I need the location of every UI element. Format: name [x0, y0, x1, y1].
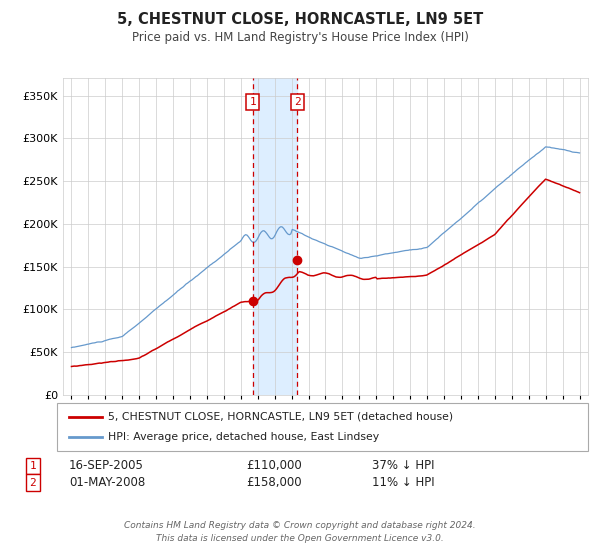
- Text: 01-MAY-2008: 01-MAY-2008: [69, 476, 145, 489]
- Text: Price paid vs. HM Land Registry's House Price Index (HPI): Price paid vs. HM Land Registry's House …: [131, 31, 469, 44]
- Text: 16-SEP-2005: 16-SEP-2005: [69, 459, 144, 473]
- Text: This data is licensed under the Open Government Licence v3.0.: This data is licensed under the Open Gov…: [156, 534, 444, 543]
- Text: 11% ↓ HPI: 11% ↓ HPI: [372, 476, 434, 489]
- Text: 1: 1: [250, 97, 256, 108]
- Text: 2: 2: [294, 97, 301, 108]
- Text: 5, CHESTNUT CLOSE, HORNCASTLE, LN9 5ET: 5, CHESTNUT CLOSE, HORNCASTLE, LN9 5ET: [117, 12, 483, 27]
- Text: 1: 1: [29, 461, 37, 471]
- Text: £110,000: £110,000: [246, 459, 302, 473]
- Text: 37% ↓ HPI: 37% ↓ HPI: [372, 459, 434, 473]
- Bar: [253, 78, 297, 395]
- Text: £158,000: £158,000: [246, 476, 302, 489]
- Text: 2: 2: [29, 478, 37, 488]
- Text: Contains HM Land Registry data © Crown copyright and database right 2024.: Contains HM Land Registry data © Crown c…: [124, 521, 476, 530]
- Text: HPI: Average price, detached house, East Lindsey: HPI: Average price, detached house, East…: [108, 432, 379, 442]
- Text: 5, CHESTNUT CLOSE, HORNCASTLE, LN9 5ET (detached house): 5, CHESTNUT CLOSE, HORNCASTLE, LN9 5ET (…: [108, 412, 453, 422]
